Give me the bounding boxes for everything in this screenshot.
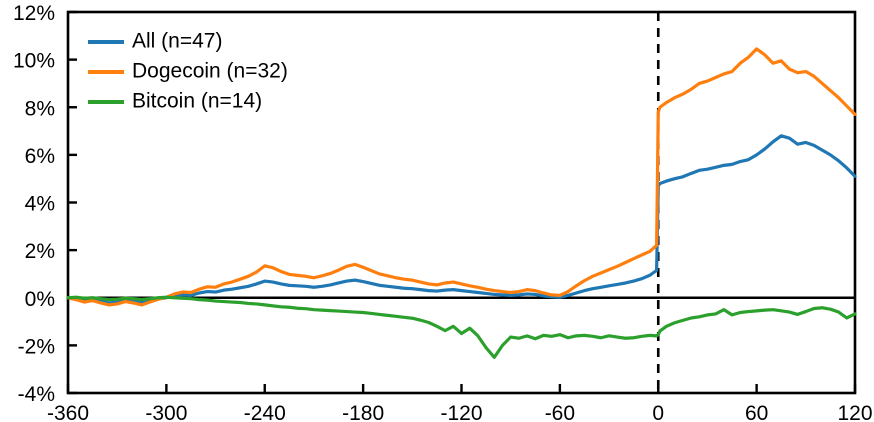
legend-label-1: Dogecoin (n=32) bbox=[132, 60, 288, 83]
x-tick-label-8: 120 bbox=[837, 402, 872, 422]
series-line-1 bbox=[66, 47, 857, 307]
y-tick-label-3: 2% bbox=[25, 240, 55, 263]
x-tick-label-6: 0 bbox=[652, 402, 664, 422]
x-tick-label-7: 60 bbox=[745, 402, 768, 422]
x-tick-label-2: -240 bbox=[244, 402, 286, 422]
x-tick-label-0: -360 bbox=[47, 402, 89, 422]
x-tick-label-4: -120 bbox=[440, 402, 482, 422]
y-tick-label-8: 12% bbox=[13, 2, 55, 25]
y-tick-label-7: 10% bbox=[13, 50, 55, 73]
x-tick-label-3: -180 bbox=[342, 402, 384, 422]
y-tick-label-0: -4% bbox=[18, 383, 55, 406]
legend-label-2: Bitcoin (n=14) bbox=[132, 90, 262, 113]
x-tick-label-1: -300 bbox=[145, 402, 187, 422]
y-tick-label-4: 4% bbox=[25, 193, 55, 216]
y-tick-label-6: 8% bbox=[25, 97, 55, 120]
legend-label-0: All (n=47) bbox=[132, 30, 222, 53]
series-line-2 bbox=[66, 295, 857, 359]
x-tick-label-5: -60 bbox=[545, 402, 575, 422]
y-tick-label-1: -2% bbox=[18, 335, 55, 358]
series-line-0 bbox=[66, 134, 857, 305]
y-tick-label-5: 6% bbox=[25, 145, 55, 168]
y-tick-label-2: 0% bbox=[25, 288, 55, 311]
